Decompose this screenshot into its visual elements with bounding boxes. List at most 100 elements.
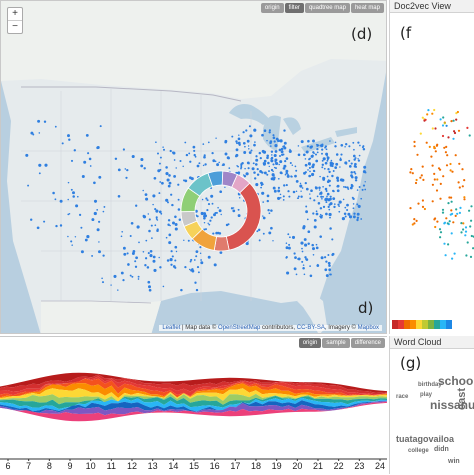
tab-quadtree-map[interactable]: quadtree map [304, 3, 350, 13]
tab-sample[interactable]: sample [322, 338, 350, 348]
word-cloud-term[interactable]: play [420, 392, 433, 398]
zoom-control[interactable]: + − [7, 7, 23, 34]
tab-difference[interactable]: difference [350, 338, 385, 348]
tweet-point [305, 187, 309, 191]
tweet-point [327, 254, 330, 256]
doc-point [441, 134, 445, 138]
doc-point [431, 112, 434, 115]
tweet-point [297, 153, 301, 157]
tweet-point [329, 216, 331, 219]
map-panel[interactable]: + − origin filter quadtree map heat map … [0, 0, 387, 334]
tweet-point [352, 197, 355, 201]
tweet-point [180, 288, 183, 292]
tweet-point [177, 183, 180, 186]
donut-slice [231, 173, 251, 194]
tweet-point [160, 212, 163, 215]
tweet-point [327, 261, 331, 265]
tweet-point [224, 140, 228, 144]
tweet-point [317, 202, 321, 205]
tab-heat-map[interactable]: heat map [350, 3, 384, 13]
doc2vec-panel[interactable]: Doc2vec View (f [389, 0, 474, 334]
streamgraph-chart[interactable] [0, 337, 387, 461]
license-link[interactable]: CC-BY-SA [296, 325, 325, 331]
tweet-point [326, 159, 329, 162]
tweet-point [43, 120, 47, 123]
tweet-point [280, 153, 284, 157]
tweet-point [341, 217, 345, 221]
tweet-point [102, 254, 105, 257]
tweet-point [142, 189, 144, 192]
tweet-point [194, 281, 197, 284]
word-cloud-term[interactable]: east [456, 387, 468, 410]
word-cloud-term[interactable]: win [448, 458, 460, 465]
attribution-text-3: , Imagery © [324, 325, 358, 331]
tweet-point [67, 134, 70, 138]
tweet-point [207, 203, 211, 206]
stream-layer [0, 400, 387, 413]
word-cloud-term[interactable]: birthday [418, 382, 442, 388]
tweet-point [312, 155, 314, 157]
tweet-point [348, 215, 353, 219]
map-canvas[interactable] [1, 1, 387, 334]
tweet-point [178, 218, 182, 222]
tweet-point [354, 172, 357, 175]
word-cloud-term[interactable]: nissanus [430, 398, 474, 412]
tweet-point [363, 165, 367, 169]
tweet-point [279, 171, 283, 175]
tweet-point [121, 230, 124, 233]
tweet-point [147, 213, 150, 215]
tweet-point [196, 215, 199, 218]
tab-origin[interactable]: origin [260, 3, 284, 13]
word-cloud-term[interactable]: race [396, 394, 409, 400]
osm-link[interactable]: OpenStreetMap [218, 325, 261, 331]
attribution-text-2: contributors, [260, 325, 297, 331]
tweet-point [70, 159, 74, 162]
word-cloud-term[interactable]: school [438, 374, 474, 388]
word-cloud-term[interactable]: college [408, 448, 429, 454]
tweet-point [37, 119, 41, 123]
tweet-point [357, 141, 360, 144]
tab-filter[interactable]: filter [284, 3, 304, 13]
tweet-point [287, 173, 289, 176]
word-cloud-term[interactable]: didn [434, 446, 449, 453]
tweet-point [357, 158, 359, 160]
word-cloud-term[interactable]: tuatagovailoa [396, 434, 455, 444]
tweet-point [273, 189, 277, 193]
legend-swatch [422, 320, 428, 329]
x-tick-label: 15 [188, 461, 200, 471]
tweet-point [348, 165, 352, 168]
tweet-point [326, 154, 328, 157]
tweet-point [268, 129, 271, 132]
tweet-point [55, 224, 58, 228]
tweet-point [168, 241, 172, 245]
mapbox-link[interactable]: Mapbox [357, 325, 379, 331]
attribution-text-1: | Map data © [180, 325, 219, 331]
tweet-point [301, 250, 304, 253]
tweet-point [356, 203, 359, 206]
tweet-point [280, 147, 284, 151]
map-attribution: Leaflet | Map data © OpenStreetMap contr… [159, 325, 382, 331]
tweet-point [232, 209, 236, 213]
zoom-out-button[interactable]: − [8, 20, 22, 33]
tweet-point [226, 156, 230, 160]
zoom-in-button[interactable]: + [12, 8, 18, 19]
topic-donut-chart[interactable] [180, 170, 262, 252]
tweet-point [321, 152, 323, 155]
tweet-point [358, 186, 361, 188]
tweet-point [159, 266, 162, 269]
doc-point [456, 110, 459, 114]
doc2vec-scatter[interactable] [390, 0, 474, 334]
streamgraph-panel[interactable]: origin sample difference 6 7 8 9 10 11 12 13 14 1… [0, 336, 387, 475]
tweet-point [205, 228, 207, 231]
tweet-point [320, 191, 323, 193]
tab-origin[interactable]: origin [298, 338, 322, 348]
tweet-point [316, 264, 320, 267]
tweet-point [364, 181, 366, 183]
tweet-point [320, 195, 323, 198]
word-cloud-panel[interactable]: Word Cloud (g) school nissanus tuatagovail… [389, 336, 474, 474]
tweet-point [170, 250, 173, 253]
tweet-point [324, 146, 327, 149]
tweet-point [321, 197, 323, 200]
tweet-point [155, 216, 158, 219]
leaflet-link[interactable]: Leaflet [162, 325, 181, 331]
